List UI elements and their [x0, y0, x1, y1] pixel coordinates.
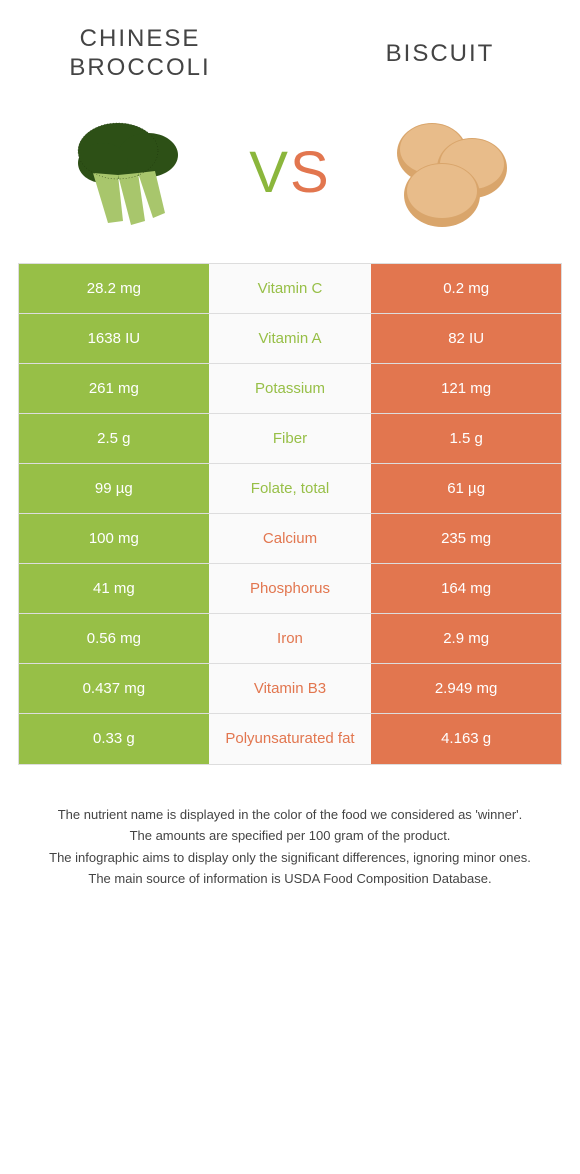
right-value-cell: 82 IU — [371, 314, 561, 363]
right-value-cell: 164 mg — [371, 564, 561, 613]
right-value-cell: 4.163 g — [371, 714, 561, 764]
table-row: 99 µgFolate, total61 µg — [19, 464, 561, 514]
right-value-cell: 235 mg — [371, 514, 561, 563]
nutrient-label-cell: Fiber — [209, 414, 372, 463]
right-value-cell: 2.9 mg — [371, 614, 561, 663]
header: Chinese broccoli Biscuit — [0, 0, 580, 93]
right-value-cell: 2.949 mg — [371, 664, 561, 713]
left-value-cell: 0.437 mg — [19, 664, 209, 713]
biscuit-icon — [377, 113, 517, 233]
vs-label: VS — [249, 139, 330, 206]
table-row: 1638 IUVitamin A82 IU — [19, 314, 561, 364]
nutrient-label-cell: Iron — [209, 614, 372, 663]
table-row: 2.5 gFiber1.5 g — [19, 414, 561, 464]
right-value-cell: 61 µg — [371, 464, 561, 513]
left-value-cell: 2.5 g — [19, 414, 209, 463]
table-row: 0.56 mgIron2.9 mg — [19, 614, 561, 664]
comparison-table: 28.2 mgVitamin C0.2 mg1638 IUVitamin A82… — [18, 263, 562, 765]
nutrient-label-cell: Vitamin C — [209, 264, 372, 313]
nutrient-label-cell: Folate, total — [209, 464, 372, 513]
right-food-title: Biscuit — [350, 40, 530, 69]
table-row: 0.437 mgVitamin B32.949 mg — [19, 664, 561, 714]
table-row: 28.2 mgVitamin C0.2 mg — [19, 264, 561, 314]
left-food-title: Chinese broccoli — [50, 25, 230, 83]
right-value-cell: 121 mg — [371, 364, 561, 413]
right-value-cell: 0.2 mg — [371, 264, 561, 313]
nutrient-label-cell: Phosphorus — [209, 564, 372, 613]
left-value-cell: 0.33 g — [19, 714, 209, 764]
table-row: 100 mgCalcium235 mg — [19, 514, 561, 564]
footer-notes: The nutrient name is displayed in the co… — [0, 765, 580, 921]
nutrient-label-cell: Vitamin B3 — [209, 664, 372, 713]
left-value-cell: 41 mg — [19, 564, 209, 613]
footer-line: The infographic aims to display only the… — [30, 848, 550, 868]
vs-v: V — [249, 139, 290, 206]
right-value-cell: 1.5 g — [371, 414, 561, 463]
footer-line: The main source of information is USDA F… — [30, 869, 550, 889]
table-row: 41 mgPhosphorus164 mg — [19, 564, 561, 614]
nutrient-label-cell: Calcium — [209, 514, 372, 563]
left-value-cell: 99 µg — [19, 464, 209, 513]
table-row: 261 mgPotassium121 mg — [19, 364, 561, 414]
footer-line: The amounts are specified per 100 gram o… — [30, 826, 550, 846]
broccoli-icon — [63, 113, 203, 233]
nutrient-label-cell: Vitamin A — [209, 314, 372, 363]
left-value-cell: 100 mg — [19, 514, 209, 563]
nutrient-label-cell: Polyunsaturated fat — [209, 714, 372, 764]
left-value-cell: 261 mg — [19, 364, 209, 413]
footer-line: The nutrient name is displayed in the co… — [30, 805, 550, 825]
nutrient-label-cell: Potassium — [209, 364, 372, 413]
left-value-cell: 0.56 mg — [19, 614, 209, 663]
left-value-cell: 28.2 mg — [19, 264, 209, 313]
imagery-row: VS — [0, 93, 580, 263]
table-row: 0.33 gPolyunsaturated fat4.163 g — [19, 714, 561, 764]
vs-s: S — [290, 139, 331, 206]
left-value-cell: 1638 IU — [19, 314, 209, 363]
